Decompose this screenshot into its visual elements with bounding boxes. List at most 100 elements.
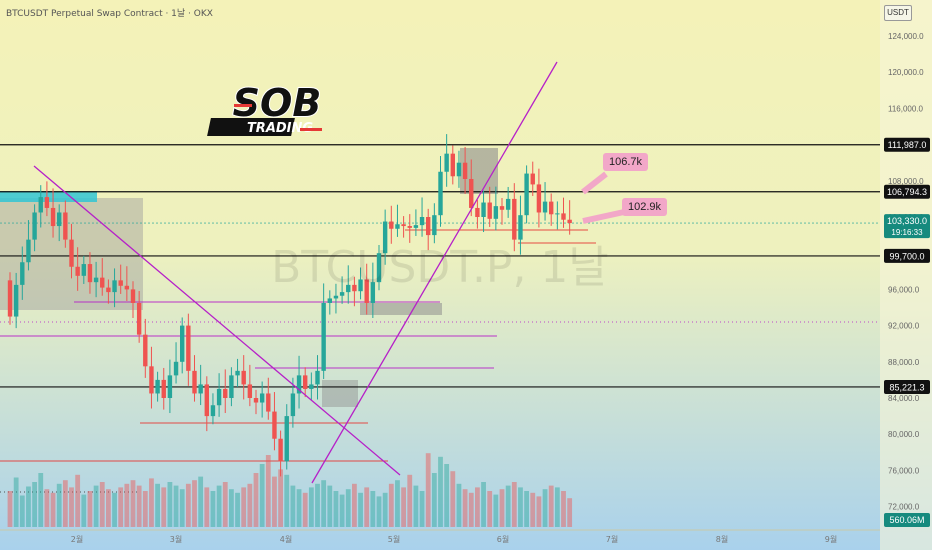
x-tick-label-5: 7월 (606, 534, 618, 544)
current-price-label: 103,330.0 (887, 216, 927, 226)
candle-body-55 (346, 284, 351, 293)
volume-bar-74 (462, 489, 468, 527)
volume-bar-20 (130, 480, 136, 527)
candle-body-16 (106, 287, 111, 293)
candle-body-85 (530, 173, 535, 185)
candle-body-11 (75, 266, 80, 276)
y-tick-label-7: 88,000.0 (888, 358, 920, 367)
candle-body-20 (130, 289, 136, 303)
volume-bar-54 (339, 494, 345, 527)
level-tag-bg-3 (884, 379, 930, 394)
level-tag-bg-0 (884, 137, 930, 152)
candle-body-8 (57, 212, 62, 227)
volume-bar-49 (308, 487, 314, 527)
symbol-watermark: BTCUSDT.P, 1날 (271, 242, 609, 293)
candle-body-19 (124, 285, 130, 290)
volume-bar-34 (216, 485, 222, 527)
volume-bar-1 (13, 477, 19, 527)
candle-body-42 (266, 393, 271, 412)
logo-text-sub: TRADING (247, 121, 313, 136)
volume-bar-3 (26, 486, 31, 527)
candle-body-67 (419, 217, 425, 226)
candle-body-87 (542, 201, 548, 213)
candle-body-12 (81, 264, 86, 276)
candle-body-62 (389, 221, 394, 229)
candle-body-47 (296, 375, 302, 394)
logo-text-main: SOB (233, 81, 322, 125)
volume-bar-55 (345, 489, 351, 527)
candle-body-38 (241, 370, 246, 385)
volume-bar-60 (376, 496, 382, 527)
candle-body-2 (20, 262, 25, 285)
candle-body-73 (456, 162, 462, 177)
level-tag-bg-1 (884, 184, 930, 199)
candle-body-25 (161, 379, 166, 398)
volume-bar-65 (407, 474, 413, 527)
volume-bar-78 (487, 491, 493, 527)
volume-bar-50 (315, 483, 320, 527)
level-tag-label-0: 111,987.0 (888, 140, 927, 150)
currency-unit-label[interactable]: USDT (884, 5, 912, 21)
sob-trading-logo: SOB TRADING (207, 80, 322, 136)
candle-body-61 (382, 221, 388, 254)
volume-bar-91 (567, 498, 573, 527)
zone-box-3 (322, 380, 358, 407)
time-axis[interactable]: 2월 3월 4월 5월 6월 7월 8월 9월 (0, 529, 880, 544)
volume-bar-25 (161, 487, 167, 527)
volume-bar-11 (75, 474, 81, 527)
drawn-lines (33, 61, 625, 484)
symbol-title[interactable]: BTCUSDT Perpetual Swap Contract · 1날 · O… (6, 9, 213, 19)
volume-bar-61 (382, 492, 388, 527)
x-tick-label-1: 3월 (170, 534, 182, 544)
countdown-label: 19:16:33 (891, 228, 923, 237)
candle-body-80 (499, 206, 505, 210)
candle-body-37 (235, 370, 240, 376)
volume-bar-76 (475, 487, 480, 527)
volume-bar-27 (173, 485, 179, 527)
volume-bar-12 (81, 494, 87, 527)
callout-pointer-lower (582, 209, 625, 224)
candle-body-78 (487, 202, 492, 219)
price-axis-background (880, 0, 932, 550)
price-axis[interactable]: 124,000.0120,000.0116,000.0108,000.0104,… (884, 32, 930, 527)
candle-body-64 (401, 224, 406, 227)
candle-body-91 (567, 219, 572, 224)
candle-body-46 (290, 393, 296, 417)
x-tick-label-2: 4월 (280, 534, 292, 544)
candle-body-35 (223, 388, 228, 398)
zone-box-4 (360, 303, 442, 315)
volume-bar-32 (204, 487, 210, 527)
volume-bar-64 (401, 487, 406, 527)
candle-body-75 (469, 178, 474, 208)
volume-bar-85 (530, 492, 536, 527)
candle-body-27 (173, 361, 179, 376)
candle-body-88 (549, 201, 554, 215)
volume-bar-35 (222, 482, 228, 527)
x-tick-label-6: 8월 (716, 534, 728, 544)
volume-bar-37 (235, 492, 240, 527)
level-tag-label-1: 106,794.3 (887, 187, 927, 197)
y-tick-label-1: 120,000.0 (888, 68, 924, 77)
volume-bar-67 (419, 491, 425, 527)
y-tick-label-10: 76,000.0 (888, 466, 920, 475)
volume-bar-46 (290, 485, 296, 527)
candle-body-13 (87, 264, 93, 283)
candle-body-76 (475, 207, 480, 217)
candle-body-21 (136, 302, 142, 335)
candle-body-52 (327, 298, 332, 303)
candle-body-70 (438, 171, 443, 216)
candle-body-57 (358, 279, 363, 292)
volume-bar-87 (542, 489, 548, 527)
candle-body-30 (192, 370, 197, 394)
candle-body-71 (444, 153, 449, 172)
candle-body-81 (505, 198, 511, 210)
candle-body-86 (536, 184, 542, 213)
candle-body-31 (198, 384, 203, 394)
candle-body-49 (309, 384, 314, 389)
volume-bar-69 (431, 473, 437, 527)
candle-body-43 (272, 411, 277, 439)
candle-body-7 (50, 207, 56, 227)
volume-bar-68 (425, 453, 431, 527)
